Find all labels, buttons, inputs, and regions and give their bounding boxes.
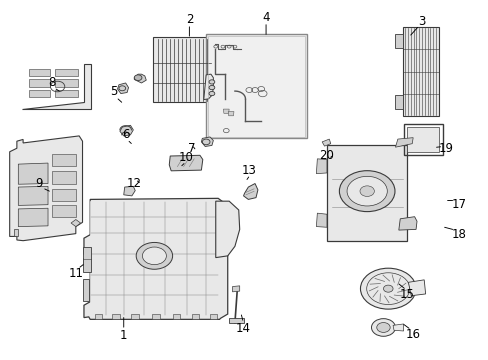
Circle shape — [346, 176, 386, 206]
Polygon shape — [52, 153, 76, 166]
Polygon shape — [228, 112, 233, 116]
Circle shape — [136, 242, 172, 269]
Polygon shape — [14, 229, 18, 237]
Polygon shape — [322, 139, 330, 146]
Polygon shape — [29, 90, 50, 97]
Circle shape — [339, 171, 394, 212]
Polygon shape — [123, 186, 135, 196]
Polygon shape — [191, 314, 199, 319]
Polygon shape — [407, 280, 425, 296]
Text: 16: 16 — [405, 328, 420, 341]
Polygon shape — [153, 37, 210, 102]
Text: 15: 15 — [399, 288, 414, 301]
Polygon shape — [395, 33, 402, 48]
Text: 3: 3 — [417, 15, 425, 28]
Polygon shape — [395, 138, 412, 147]
Polygon shape — [398, 217, 416, 230]
Polygon shape — [29, 69, 50, 76]
Polygon shape — [120, 125, 133, 136]
Polygon shape — [55, 80, 78, 86]
Bar — [208, 36, 304, 137]
Text: 13: 13 — [242, 164, 256, 177]
Polygon shape — [18, 208, 48, 226]
Text: 10: 10 — [178, 150, 193, 163]
Polygon shape — [83, 247, 91, 272]
Polygon shape — [29, 80, 50, 86]
Text: 11: 11 — [68, 267, 83, 280]
Polygon shape — [52, 205, 76, 217]
Polygon shape — [83, 258, 89, 265]
Polygon shape — [169, 155, 203, 171]
Polygon shape — [18, 186, 48, 206]
Circle shape — [208, 85, 214, 90]
Text: 7: 7 — [188, 142, 195, 155]
Polygon shape — [83, 279, 89, 301]
Circle shape — [360, 268, 415, 309]
Circle shape — [208, 80, 214, 84]
Polygon shape — [84, 198, 227, 319]
Polygon shape — [52, 189, 76, 201]
Polygon shape — [18, 163, 48, 184]
Polygon shape — [209, 314, 217, 319]
Bar — [206, 34, 306, 138]
Polygon shape — [316, 159, 326, 174]
Circle shape — [208, 91, 214, 96]
Circle shape — [134, 75, 142, 81]
Polygon shape — [172, 314, 180, 319]
Polygon shape — [55, 69, 78, 76]
Polygon shape — [90, 201, 220, 316]
Text: 9: 9 — [36, 177, 43, 190]
Polygon shape — [203, 74, 213, 100]
Polygon shape — [10, 136, 82, 241]
Polygon shape — [223, 109, 229, 113]
Polygon shape — [395, 95, 402, 109]
Text: 6: 6 — [122, 129, 129, 141]
Polygon shape — [402, 27, 438, 117]
Polygon shape — [229, 318, 243, 323]
Circle shape — [142, 247, 166, 265]
Text: 20: 20 — [319, 149, 334, 162]
Text: 1: 1 — [120, 329, 127, 342]
Circle shape — [359, 186, 374, 197]
Text: 4: 4 — [262, 11, 269, 24]
Circle shape — [371, 319, 395, 336]
Circle shape — [383, 285, 392, 292]
Polygon shape — [232, 286, 239, 292]
Text: 14: 14 — [236, 322, 250, 335]
Polygon shape — [117, 83, 128, 94]
Polygon shape — [94, 314, 102, 319]
Polygon shape — [152, 314, 160, 319]
Polygon shape — [55, 90, 78, 97]
Polygon shape — [71, 220, 81, 226]
Text: 18: 18 — [451, 228, 466, 241]
Polygon shape — [201, 137, 213, 147]
Polygon shape — [21, 64, 91, 109]
Text: 19: 19 — [437, 142, 452, 155]
Text: 12: 12 — [126, 177, 142, 190]
Polygon shape — [392, 324, 403, 331]
Polygon shape — [243, 184, 257, 199]
Text: 17: 17 — [451, 198, 466, 211]
Polygon shape — [215, 201, 239, 258]
Polygon shape — [134, 74, 146, 83]
Circle shape — [376, 323, 389, 332]
Text: 8: 8 — [48, 76, 56, 90]
Polygon shape — [316, 213, 326, 227]
Text: 5: 5 — [110, 85, 118, 98]
Polygon shape — [326, 145, 407, 241]
Text: 2: 2 — [185, 13, 193, 26]
Polygon shape — [112, 314, 120, 319]
Polygon shape — [131, 314, 139, 319]
Polygon shape — [52, 171, 76, 184]
Polygon shape — [407, 127, 438, 152]
